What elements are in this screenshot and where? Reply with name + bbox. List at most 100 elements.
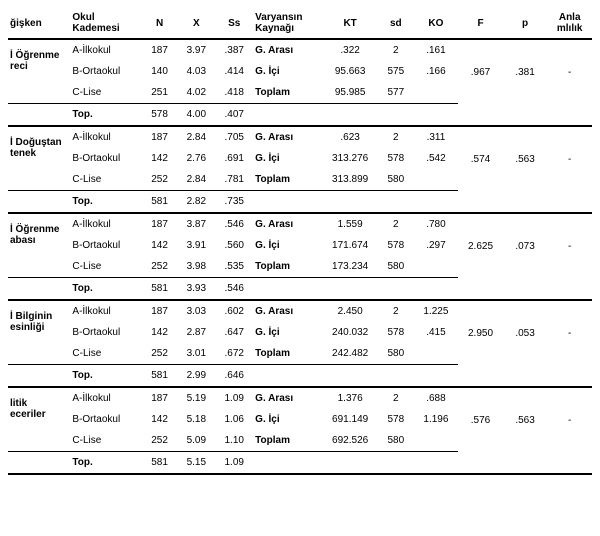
cell-ss: 1.09	[215, 452, 253, 474]
cell-x: 5.09	[177, 430, 215, 452]
table-row: Top.5784.00.407	[8, 104, 592, 126]
table-row: İ ÖğrenmereciA-İlkokul1873.97.387G. Aras…	[8, 39, 592, 61]
cell-kt: 95.663	[322, 61, 378, 82]
cell-x: 3.87	[177, 214, 215, 235]
hdr-varyans-b: Kaynağı	[255, 23, 320, 34]
cell-kt: 2.450	[322, 301, 378, 322]
hdr-anlam-a: Anla	[549, 12, 590, 23]
cell-n: 142	[142, 148, 178, 169]
cell-n: 578	[142, 104, 178, 126]
cell-ss: .560	[215, 235, 253, 256]
cell-kt: 691.149	[322, 409, 378, 430]
cell-ss: .387	[215, 39, 253, 61]
cell-sd: 578	[378, 235, 414, 256]
cell-kademe: C-Lise	[70, 430, 141, 452]
cell-n: 142	[142, 409, 178, 430]
cell-kt: 240.032	[322, 322, 378, 343]
cell-kademe: C-Lise	[70, 82, 141, 104]
cell-x: 3.98	[177, 256, 215, 278]
cell-kademe: B-Ortaokul	[70, 409, 141, 430]
cell-kademe: A-İlkokul	[70, 388, 141, 409]
cell-sd: 578	[378, 148, 414, 169]
cell-vk: G. Arası	[253, 39, 322, 61]
hdr-okul-a: Okul	[72, 12, 139, 23]
cell-ss: .691	[215, 148, 253, 169]
cell-vk: Toplam	[253, 343, 322, 365]
cell-kademe: A-İlkokul	[70, 301, 141, 322]
cell-ko	[414, 343, 459, 365]
cell-n: 252	[142, 256, 178, 278]
cell-n: 252	[142, 343, 178, 365]
cell-sd: 2	[378, 39, 414, 61]
cell-kademe: A-İlkokul	[70, 214, 141, 235]
hdr-varyans-a: Varyansın	[255, 12, 320, 23]
cell-empty	[8, 430, 70, 452]
table-row: Top.5813.93.546	[8, 278, 592, 300]
cell-n: 252	[142, 169, 178, 191]
cell-ss: 1.10	[215, 430, 253, 452]
group-label-a: litikeceriler	[8, 388, 70, 430]
cell-empty	[8, 169, 70, 191]
cell-kt: .322	[322, 39, 378, 61]
cell-x: 3.91	[177, 235, 215, 256]
cell-ss: 1.06	[215, 409, 253, 430]
cell-ko: .311	[414, 127, 459, 148]
cell-kademe: C-Lise	[70, 256, 141, 278]
cell-kt: .623	[322, 127, 378, 148]
cell-p: .073	[503, 214, 548, 278]
cell-ko: .166	[414, 61, 459, 82]
cell-anlam: -	[547, 39, 592, 104]
cell-vk: Toplam	[253, 169, 322, 191]
cell-ss: .602	[215, 301, 253, 322]
cell-kademe: A-İlkokul	[70, 127, 141, 148]
cell-ko	[414, 430, 459, 452]
cell-ko	[414, 82, 459, 104]
cell-ss: .781	[215, 169, 253, 191]
cell-kt: 692.526	[322, 430, 378, 452]
cell-empty	[253, 365, 458, 387]
cell-sd: 580	[378, 343, 414, 365]
hdr-degisken: ğişken	[8, 8, 70, 39]
cell-n: 187	[142, 388, 178, 409]
cell-sd: 578	[378, 322, 414, 343]
cell-kademe: B-Ortaokul	[70, 148, 141, 169]
cell-ss: .705	[215, 127, 253, 148]
cell-anlam: -	[547, 127, 592, 191]
cell-ko: .780	[414, 214, 459, 235]
cell-ko: .542	[414, 148, 459, 169]
hdr-ko: KO	[414, 8, 459, 39]
hdr-varyans: Varyansın Kaynağı	[253, 8, 322, 39]
cell-f: .576	[458, 388, 503, 452]
cell-kt: 313.276	[322, 148, 378, 169]
cell-n: 252	[142, 430, 178, 452]
cell-ko: 1.196	[414, 409, 459, 430]
cell-kt: 173.234	[322, 256, 378, 278]
group-label-a: İ Doğuştantenek	[8, 127, 70, 169]
table-row: Top.5815.151.09	[8, 452, 592, 474]
hdr-okul: Okul Kademesi	[70, 8, 141, 39]
cell-kademe: B-Ortaokul	[70, 322, 141, 343]
table-row: Top.5812.82.735	[8, 191, 592, 213]
cell-sd: 2	[378, 388, 414, 409]
cell-x: 4.03	[177, 61, 215, 82]
cell-empty	[8, 365, 70, 387]
cell-x: 3.01	[177, 343, 215, 365]
hdr-x: X	[177, 8, 215, 39]
cell-kademe: C-Lise	[70, 343, 141, 365]
cell-ss: .647	[215, 322, 253, 343]
cell-kt: 1.559	[322, 214, 378, 235]
cell-vk: Toplam	[253, 430, 322, 452]
cell-empty	[8, 256, 70, 278]
cell-kt: 242.482	[322, 343, 378, 365]
cell-x: 2.82	[177, 191, 215, 213]
cell-x: 4.00	[177, 104, 215, 126]
cell-sd: 575	[378, 61, 414, 82]
cell-n: 581	[142, 452, 178, 474]
cell-sd: 2	[378, 127, 414, 148]
cell-ss: .646	[215, 365, 253, 387]
cell-ss: .546	[215, 278, 253, 300]
cell-empty	[8, 82, 70, 104]
cell-vk: G. İçi	[253, 61, 322, 82]
cell-sd: 578	[378, 409, 414, 430]
cell-ko: .415	[414, 322, 459, 343]
